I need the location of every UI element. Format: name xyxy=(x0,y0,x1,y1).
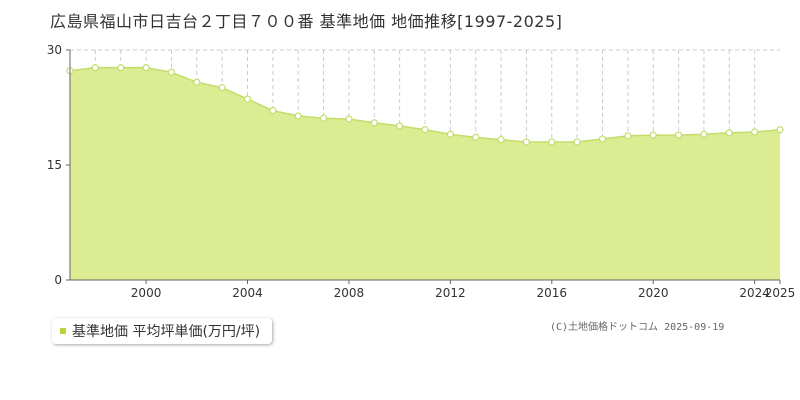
x-tick-label: 2024 xyxy=(739,286,770,300)
data-point xyxy=(573,138,581,146)
data-point xyxy=(472,133,480,141)
series-area xyxy=(70,67,780,280)
data-point xyxy=(193,78,201,86)
data-point xyxy=(91,64,99,72)
data-point xyxy=(725,129,733,137)
data-point xyxy=(649,131,657,139)
chart-title: 広島県福山市日吉台２丁目７００番 基準地価 地価推移[1997-2025] xyxy=(50,12,563,31)
data-point xyxy=(624,132,632,140)
data-point xyxy=(218,83,226,92)
data-point xyxy=(294,112,302,120)
x-tick-label: 2012 xyxy=(435,286,466,300)
x-tick-label: 2000 xyxy=(131,286,162,300)
data-point xyxy=(548,138,556,146)
data-point xyxy=(142,64,150,72)
legend-label: 基準地価 平均坪単価(万円/坪) xyxy=(72,324,261,340)
x-tick-label: 2025 xyxy=(765,286,796,300)
marker-layer xyxy=(66,64,784,146)
x-tick-label: 2016 xyxy=(537,286,568,300)
data-point xyxy=(345,115,353,123)
data-point xyxy=(776,126,784,134)
data-point xyxy=(751,128,759,136)
x-tick-label: 2020 xyxy=(638,286,669,300)
data-point xyxy=(421,126,429,134)
legend-swatch xyxy=(60,328,66,334)
data-point xyxy=(497,136,505,144)
data-point xyxy=(396,122,404,130)
data-point xyxy=(446,130,454,138)
x-tick-label: 2008 xyxy=(334,286,365,300)
data-point xyxy=(243,95,252,103)
legend: 基準地価 平均坪単価(万円/坪) xyxy=(52,318,273,344)
y-tick-label: 0 xyxy=(54,273,62,287)
x-tick-label: 2004 xyxy=(232,286,263,300)
data-point xyxy=(269,106,277,115)
data-point xyxy=(598,135,607,143)
data-point xyxy=(674,131,683,139)
data-point xyxy=(167,68,176,76)
data-point xyxy=(319,114,328,122)
copyright-credit: (C)土地価格ドットコム 2025-09-19 xyxy=(550,322,725,333)
data-point xyxy=(370,119,378,127)
data-point xyxy=(117,64,125,72)
y-tick-label: 15 xyxy=(47,158,62,172)
data-point xyxy=(700,130,708,138)
y-tick-label: 30 xyxy=(47,43,62,57)
data-point xyxy=(522,138,531,146)
